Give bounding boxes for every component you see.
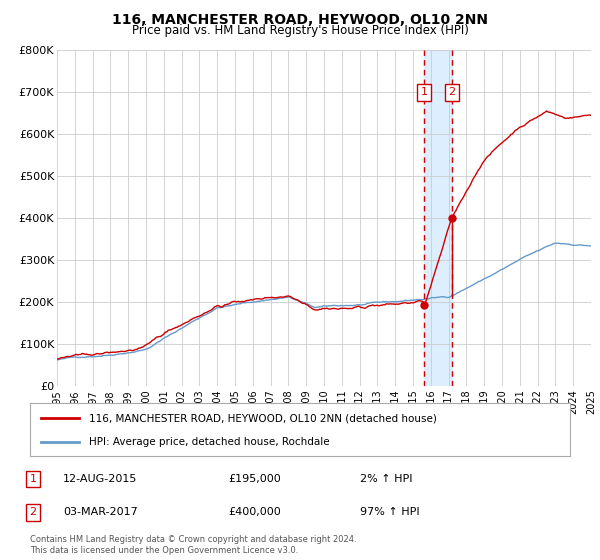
Bar	[424, 50, 452, 386]
Text: 2: 2	[448, 87, 455, 97]
Text: 116, MANCHESTER ROAD, HEYWOOD, OL10 2NN: 116, MANCHESTER ROAD, HEYWOOD, OL10 2NN	[112, 13, 488, 27]
Text: Contains HM Land Registry data © Crown copyright and database right 2024.: Contains HM Land Registry data © Crown c…	[30, 535, 356, 544]
Text: 1: 1	[421, 87, 428, 97]
Text: 2% ↑ HPI: 2% ↑ HPI	[360, 474, 413, 484]
Text: £195,000: £195,000	[228, 474, 281, 484]
Text: 1: 1	[29, 474, 37, 484]
Text: 03-MAR-2017: 03-MAR-2017	[63, 507, 138, 517]
Text: 12-AUG-2015: 12-AUG-2015	[63, 474, 137, 484]
Text: £400,000: £400,000	[228, 507, 281, 517]
Text: 97% ↑ HPI: 97% ↑ HPI	[360, 507, 419, 517]
Text: 2: 2	[29, 507, 37, 517]
Text: 116, MANCHESTER ROAD, HEYWOOD, OL10 2NN (detached house): 116, MANCHESTER ROAD, HEYWOOD, OL10 2NN …	[89, 413, 437, 423]
Text: Price paid vs. HM Land Registry's House Price Index (HPI): Price paid vs. HM Land Registry's House …	[131, 24, 469, 37]
Text: This data is licensed under the Open Government Licence v3.0.: This data is licensed under the Open Gov…	[30, 547, 298, 556]
Text: HPI: Average price, detached house, Rochdale: HPI: Average price, detached house, Roch…	[89, 436, 330, 446]
